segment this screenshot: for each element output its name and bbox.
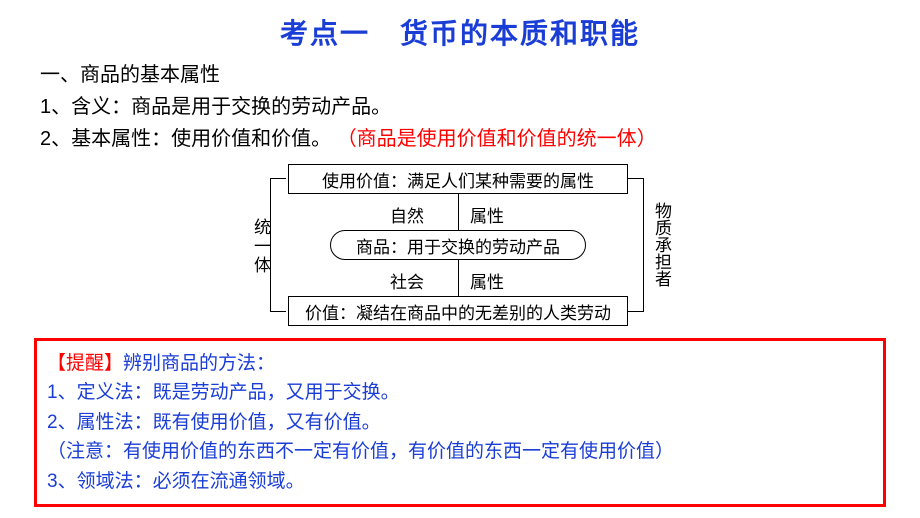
reminder-box: 【提醒】辨别商品的方法： 1、定义法：既是劳动产品，又用于交换。 2、属性法：既… bbox=[34, 338, 886, 507]
box-value: 价值：凝结在商品中的无差别的人类劳动 bbox=[288, 296, 628, 326]
line2-red: （商品是使用价值和价值的统一体） bbox=[337, 128, 657, 150]
right-vertical-label: 物质承担者 bbox=[649, 202, 674, 287]
content-section: 一、商品的基本属性 1、含义：商品是用于交换的劳动产品。 2、基本属性：使用价值… bbox=[0, 52, 920, 154]
concept-diagram: 统一体 物质承担者 使用价值：满足人们某种需要的属性 商品：用于交换的劳动产品 … bbox=[180, 160, 740, 330]
reminder-line1: 1、定义法：既是劳动产品，又用于交换。 bbox=[47, 378, 873, 407]
bracket-right bbox=[628, 178, 644, 312]
label-social: 社会 bbox=[390, 268, 424, 293]
section-heading: 一、商品的基本属性 bbox=[40, 60, 880, 90]
label-natural: 自然 bbox=[390, 202, 424, 227]
label-attribute1: 属性 bbox=[470, 202, 504, 227]
section-line2: 2、基本属性：使用价值和价值。 （商品是使用价值和价值的统一体） bbox=[40, 124, 880, 154]
reminder-line3: （注意：有使用价值的东西不一定有价值，有价值的东西一定有使用价值） bbox=[47, 437, 873, 466]
connector-top bbox=[458, 194, 459, 230]
reminder-line2: 2、属性法：既有使用价值，又有价值。 bbox=[47, 408, 873, 437]
section-line1: 1、含义：商品是用于交换的劳动产品。 bbox=[40, 92, 880, 122]
reminder-heading: 【提醒】辨别商品的方法： bbox=[47, 349, 873, 378]
page-title: 考点一 货币的本质和职能 bbox=[0, 0, 920, 52]
connector-bottom bbox=[458, 260, 459, 296]
reminder-title-rest: 辨别商品的方法： bbox=[123, 353, 275, 374]
reminder-title: 【提醒】 bbox=[47, 353, 123, 374]
label-attribute2: 属性 bbox=[470, 268, 504, 293]
left-vertical-label: 统一体 bbox=[248, 218, 273, 275]
reminder-line4: 3、领域法：必须在流通领域。 bbox=[47, 467, 873, 496]
box-use-value: 使用价值：满足人们某种需要的属性 bbox=[288, 164, 628, 194]
line2-prefix: 2、基本属性：使用价值和价值。 bbox=[40, 128, 331, 150]
diagram-container: 统一体 物质承担者 使用价值：满足人们某种需要的属性 商品：用于交换的劳动产品 … bbox=[0, 160, 920, 330]
box-commodity: 商品：用于交换的劳动产品 bbox=[330, 230, 586, 260]
